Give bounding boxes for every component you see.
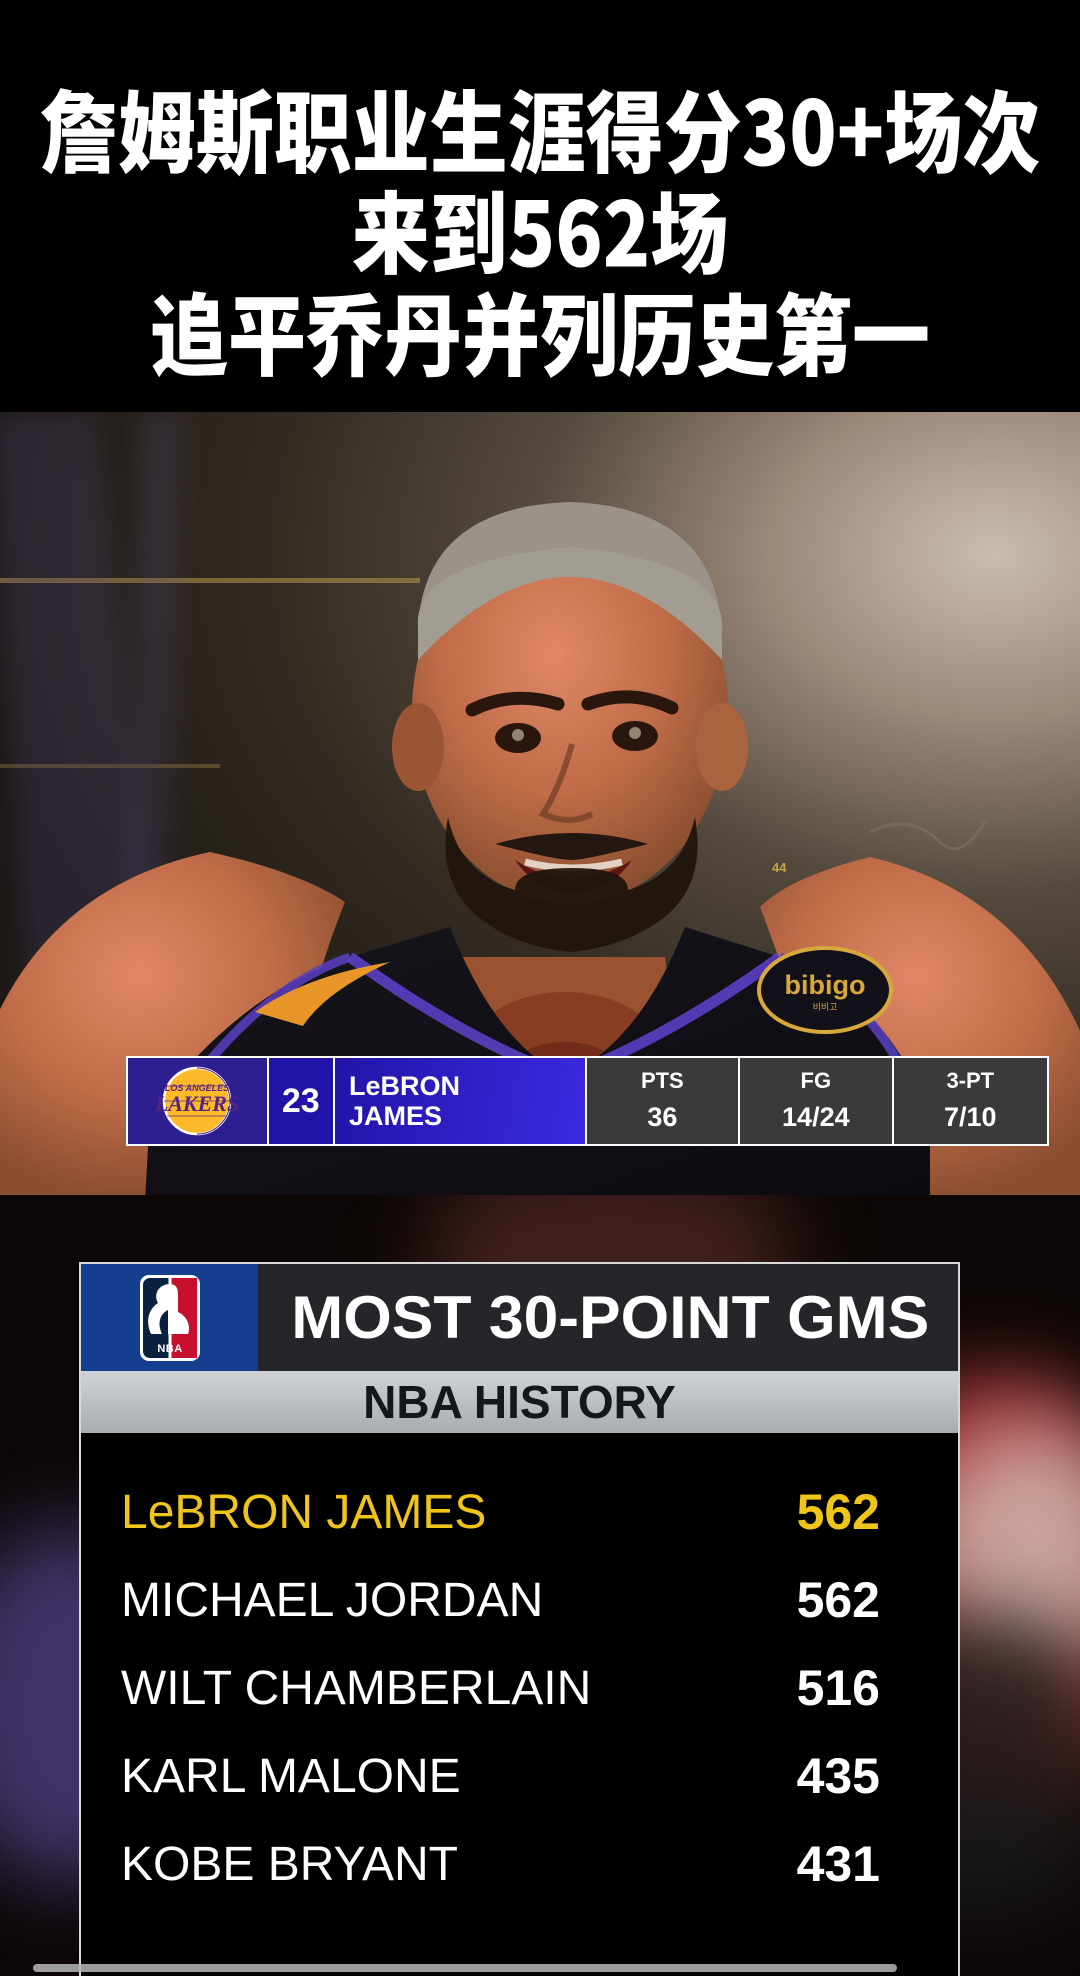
svg-text:44: 44 [772, 860, 787, 875]
svg-text:LAKERS: LAKERS [154, 1091, 239, 1116]
svg-text:비비고: 비비고 [813, 1002, 838, 1012]
svg-text:bibigo: bibigo [785, 970, 866, 1000]
svg-text:NBA: NBA [157, 1343, 182, 1355]
